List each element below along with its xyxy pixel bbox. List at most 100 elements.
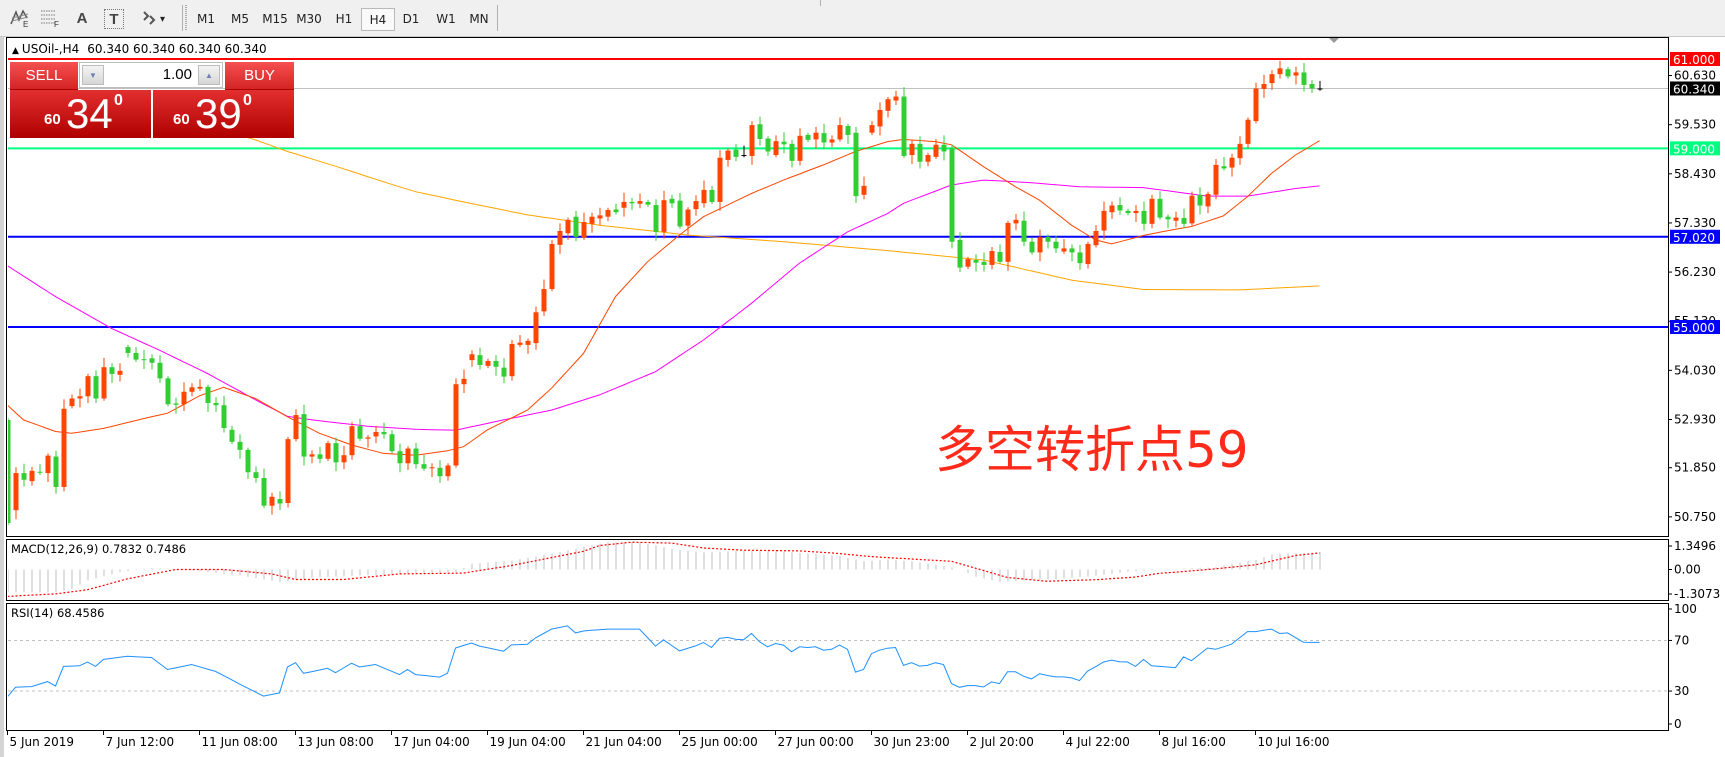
text-label-icon[interactable]: T <box>104 9 124 29</box>
candle-body <box>613 209 619 213</box>
candle-body <box>197 386 203 389</box>
candle <box>1261 74 1267 98</box>
candle <box>109 363 115 383</box>
candle <box>1109 201 1115 219</box>
candle-body <box>285 439 291 504</box>
arrows-dropdown-icon[interactable]: ▾ <box>138 7 172 29</box>
candle-body <box>845 126 851 135</box>
candle <box>1189 191 1195 226</box>
candle <box>437 460 443 483</box>
candle-body <box>725 150 731 160</box>
candle-body <box>1053 241 1059 249</box>
candle <box>269 492 275 515</box>
candle <box>781 132 787 154</box>
candle <box>613 203 619 215</box>
candle-body <box>181 391 187 405</box>
candle <box>741 145 747 158</box>
level-price-label-bg <box>1670 52 1720 66</box>
candle-body <box>381 431 387 435</box>
candle-body <box>357 426 363 439</box>
elliott-wave-icon[interactable]: E <box>8 7 32 29</box>
timeframe-m15[interactable]: M15 <box>262 11 288 26</box>
candle <box>445 463 451 481</box>
time-label: 5 Jun 2019 <box>10 735 75 749</box>
window-divider <box>820 0 821 6</box>
candle <box>69 394 75 409</box>
candle <box>1037 229 1043 262</box>
candle-body <box>37 471 43 473</box>
candle-body <box>341 455 347 463</box>
time-label: 8 Jul 16:00 <box>1162 735 1226 749</box>
candle-body <box>269 496 275 506</box>
candle-body <box>821 133 827 143</box>
lot-increase-button[interactable]: ▲ <box>198 65 220 85</box>
price-tick-label: 52.930 <box>1674 412 1716 426</box>
candle <box>1117 197 1123 215</box>
lot-size-input[interactable]: ▼ 1.00 ▲ <box>79 62 223 88</box>
candle-body <box>861 185 867 195</box>
candle <box>973 254 979 272</box>
candle <box>805 132 811 143</box>
candle <box>93 370 99 403</box>
candle-body <box>1245 119 1251 144</box>
buy-button[interactable]: BUY <box>225 62 294 90</box>
timeframe-d1[interactable]: D1 <box>402 11 420 26</box>
chart-shift-marker-icon[interactable] <box>1329 38 1339 43</box>
lot-value[interactable]: 1.00 <box>162 66 192 83</box>
moving-averages <box>8 132 1320 456</box>
timeframe-h1[interactable]: H1 <box>335 11 353 26</box>
time-label: 2 Jul 20:00 <box>970 735 1034 749</box>
sell-button[interactable]: SELL <box>10 62 78 90</box>
candle <box>301 404 307 466</box>
rsi-panel-frame <box>6 603 1669 731</box>
candle <box>1277 60 1283 79</box>
candle <box>765 136 771 156</box>
time-axis: 5 Jun 2019 7 Jun 12:00 11 Jun 08:00 13 Jun … <box>7 730 1329 749</box>
candle-body <box>1253 88 1259 122</box>
text-icon[interactable]: A <box>76 9 88 27</box>
candle <box>389 430 395 454</box>
lot-decrease-button[interactable]: ▼ <box>82 65 104 85</box>
candle <box>957 232 963 273</box>
fibonacci-icon[interactable]: F <box>38 7 62 29</box>
candle-body <box>333 443 339 463</box>
symbol-label: USOil-,H4 <box>21 42 80 56</box>
dropdown-glyph: ▾ <box>160 14 165 25</box>
timeframe-m1[interactable]: M1 <box>197 11 215 26</box>
candle <box>565 217 571 240</box>
timeframe-w1[interactable]: W1 <box>436 11 456 26</box>
toolbar-grip[interactable] <box>185 5 187 31</box>
candle-body <box>309 454 315 457</box>
candle-body <box>1269 74 1275 84</box>
collapse-triangle-icon[interactable]: ▲ <box>12 46 19 56</box>
timeframe-m30[interactable]: M30 <box>296 11 322 26</box>
level-price-label: 59.000 <box>1673 142 1715 156</box>
candle <box>949 144 955 249</box>
level-price-label: 61.000 <box>1673 53 1715 67</box>
candle-body <box>557 230 563 245</box>
candle-body <box>1077 252 1083 264</box>
candle-body <box>901 96 907 156</box>
buy-price-button[interactable]: 60 39 0 <box>153 90 294 138</box>
candle <box>429 463 435 478</box>
candle-body <box>717 157 723 202</box>
timeframe-m5[interactable]: M5 <box>231 11 249 26</box>
candle <box>125 344 131 358</box>
macd-tick-label: 0.00 <box>1674 563 1701 577</box>
bid-prefix: 60 <box>44 111 61 128</box>
timeframe-h4[interactable]: H4 <box>361 8 395 31</box>
candle-body <box>533 312 539 344</box>
candle-body <box>261 478 267 506</box>
candle-body <box>189 387 195 392</box>
timeframe-mn[interactable]: MN <box>469 11 489 26</box>
candle <box>1005 220 1011 271</box>
candle <box>837 117 843 142</box>
candle <box>1285 67 1291 79</box>
candle-body <box>1029 241 1035 253</box>
candle-body <box>213 402 219 406</box>
candle-body <box>1285 69 1291 77</box>
candle-body <box>701 189 707 204</box>
candle-body <box>469 354 475 361</box>
sell-price-button[interactable]: 60 34 0 <box>10 90 151 138</box>
